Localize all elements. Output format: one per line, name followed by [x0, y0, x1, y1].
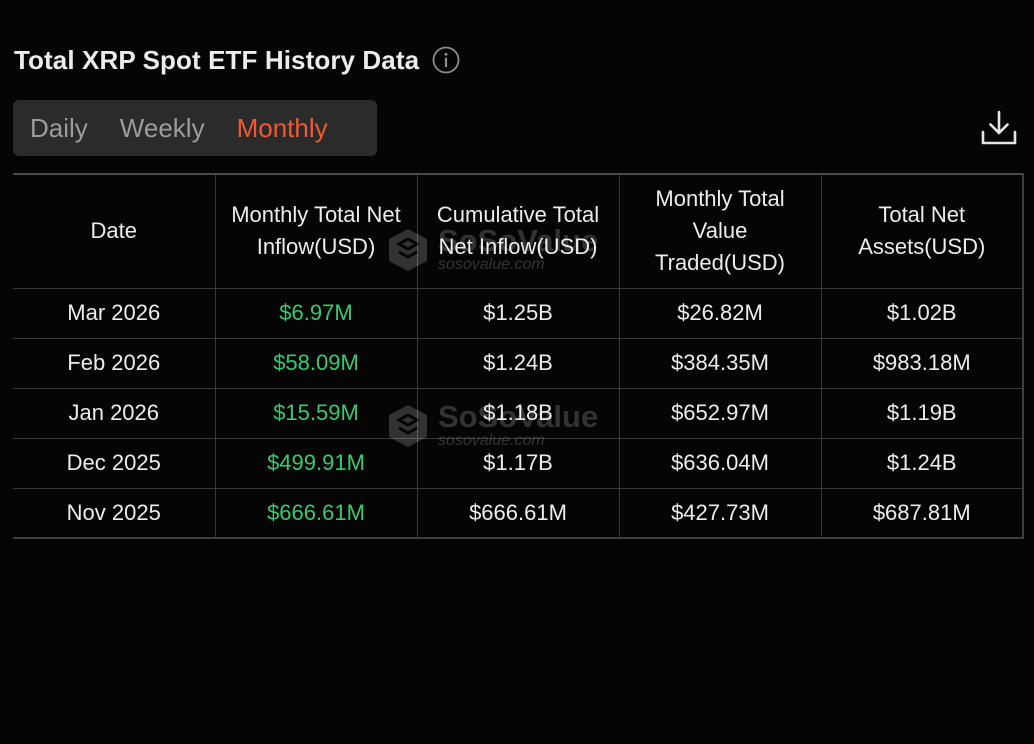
cell-value-traded: $26.82M — [618, 287, 822, 339]
table-row: Jan 2026 $15.59M $1.18B $652.97M $1.19B — [13, 387, 1024, 439]
page-title: Total XRP Spot ETF History Data — [14, 44, 420, 75]
cell-value-traded: $652.97M — [618, 387, 822, 439]
cell-net-assets: $1.19B — [820, 387, 1024, 439]
cell-date: Jan 2026 — [13, 387, 216, 439]
column-header-cumulative-net-inflow: Cumulative Total Net Inflow(USD) — [416, 173, 620, 289]
etf-history-table: Date Monthly Total Net Inflow(USD) Cumul… — [13, 173, 1024, 539]
column-header-total-net-assets: Total Net Assets(USD) — [820, 173, 1024, 289]
cell-cumulative-inflow: $1.17B — [416, 437, 620, 489]
cell-cumulative-inflow: $1.25B — [416, 287, 620, 339]
table-header-row: Date Monthly Total Net Inflow(USD) Cumul… — [13, 173, 1024, 289]
cell-net-inflow: $6.97M — [214, 287, 418, 339]
cell-date: Mar 2026 — [13, 287, 216, 339]
table-row: Mar 2026 $6.97M $1.25B $26.82M $1.02B — [13, 287, 1024, 339]
cell-net-inflow: $15.59M — [214, 387, 418, 439]
cell-net-inflow: $58.09M — [214, 337, 418, 389]
cell-net-assets: $687.81M — [820, 487, 1024, 539]
tab-weekly[interactable]: Weekly — [119, 112, 205, 143]
cell-net-inflow: $499.91M — [214, 437, 418, 489]
cell-value-traded: $636.04M — [618, 437, 822, 489]
cell-cumulative-inflow: $1.18B — [416, 387, 620, 439]
cell-net-inflow: $666.61M — [214, 487, 418, 539]
cell-date: Feb 2026 — [13, 337, 216, 389]
cell-value-traded: $427.73M — [618, 487, 822, 539]
column-header-monthly-value-traded: Monthly Total Value Traded(USD) — [618, 173, 822, 289]
table-row: Nov 2025 $666.61M $666.61M $427.73M $687… — [13, 487, 1024, 539]
tab-monthly[interactable]: Monthly — [236, 112, 328, 143]
column-header-date: Date — [13, 173, 216, 289]
table-row: Feb 2026 $58.09M $1.24B $384.35M $983.18… — [13, 337, 1024, 389]
table-row: Dec 2025 $499.91M $1.17B $636.04M $1.24B — [13, 437, 1024, 489]
info-icon[interactable] — [431, 45, 461, 75]
period-tabs: Daily Weekly Monthly — [13, 100, 377, 156]
cell-date: Nov 2025 — [13, 487, 216, 539]
cell-net-assets: $983.18M — [820, 337, 1024, 389]
cell-net-assets: $1.24B — [820, 437, 1024, 489]
tab-daily[interactable]: Daily — [30, 112, 88, 143]
title-row: Total XRP Spot ETF History Data — [14, 40, 461, 80]
cell-cumulative-inflow: $666.61M — [416, 487, 620, 539]
download-icon[interactable] — [979, 108, 1019, 148]
cell-value-traded: $384.35M — [618, 337, 822, 389]
column-header-monthly-net-inflow: Monthly Total Net Inflow(USD) — [214, 173, 418, 289]
cell-cumulative-inflow: $1.24B — [416, 337, 620, 389]
cell-net-assets: $1.02B — [820, 287, 1024, 339]
cell-date: Dec 2025 — [13, 437, 216, 489]
